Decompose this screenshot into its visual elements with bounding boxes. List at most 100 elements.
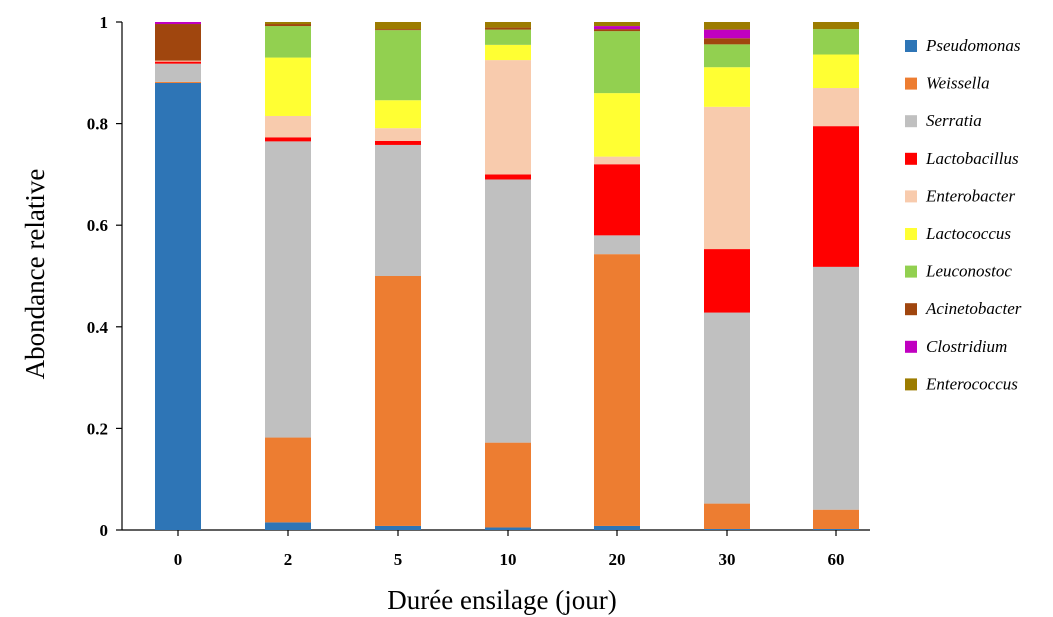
bar-segment [155,60,201,62]
bar-segment [704,503,750,529]
bar-segment [813,126,859,267]
legend-label: Serratia [926,111,982,130]
legend-swatch [905,152,917,165]
bar-segment [704,528,750,530]
bar-segment [155,81,201,83]
x-axis-title: Durée ensilage (jour) [387,585,616,615]
bar-segment [813,29,859,55]
bar-segment [594,156,640,165]
legend-label: Lactococcus [925,224,1011,243]
bar-segment [813,88,859,127]
bar-segment [594,235,640,255]
bar-segment [704,29,750,39]
bar-segment [485,44,531,61]
bar-segment [265,437,311,523]
x-tick-label: 30 [719,550,736,569]
bar-segment [485,29,531,45]
bar-segment [594,164,640,236]
bar-segment [485,442,531,528]
bar-segment [813,509,859,529]
legend-label: Acinetobacter [925,299,1022,318]
bar-segment [485,179,531,443]
bar-segment [375,140,421,145]
x-tick-label: 5 [394,550,403,569]
bar-segment [594,525,640,530]
bar-segment [704,44,750,68]
legend-swatch [905,340,917,353]
bar-segment [265,22,311,25]
bar-segment [594,93,640,157]
legend-label: Pseudomonas [925,36,1021,55]
plot-area: 00.20.40.60.810 2 5 10 20 30 60 [87,13,870,569]
y-tick-label: 1 [100,13,109,32]
bar-segment [813,266,859,510]
legend-swatch [905,265,917,278]
bar-segment [704,249,750,313]
bar-segment [375,128,421,141]
legend-swatch [905,40,917,52]
bar-segment [375,30,421,101]
bar-segment [375,29,421,31]
bar-segment [265,115,311,138]
bar-segment [375,276,421,526]
y-tick-label: 0.6 [87,216,108,235]
bar-segment [375,144,421,276]
bar-segment [155,24,201,61]
x-tick-label: 60 [828,550,845,569]
bar-segment [265,26,311,58]
y-tick-label: 0 [100,521,109,540]
bar-segment [375,100,421,129]
bar-segment [594,31,640,94]
x-tick-label: 10 [500,550,517,569]
bar-segment [594,26,640,30]
bar-segment [594,29,640,32]
bar-segment [375,525,421,530]
bar-segment [704,67,750,107]
y-axis-title: Abondance relative [20,169,50,380]
legend-label: Leuconostoc [925,262,1012,281]
bar-segment [704,38,750,45]
legend-label: Weissella [926,74,990,93]
legend-swatch [905,228,917,240]
bar-segment [265,141,311,438]
legend: Pseudomonas Weissella Serratia Lactobacillu… [905,36,1022,393]
bar-segment [594,254,640,526]
bar-segment [704,312,750,504]
legend-label: Clostridium [926,337,1007,356]
bar-segment [265,522,311,530]
bar-segment [375,22,421,30]
y-tick-label: 0.4 [87,318,109,337]
bar-segment [485,27,531,30]
bar-segment [265,137,311,142]
y-tick-label: 0.8 [87,115,108,134]
bar-segment [704,106,750,250]
bar-segment [485,527,531,530]
bar-segment [813,22,859,30]
legend-label: Lactobacillus [925,149,1019,168]
bar-segment [813,54,859,89]
y-tick-label: 0.2 [87,419,108,438]
legend-swatch [905,378,917,391]
x-tick-label: 0 [174,550,183,569]
bar-segment [485,22,531,28]
bar-segment [265,24,311,27]
y-axis-title-group: Abondance relative [20,169,50,380]
bar-segment [485,174,531,180]
bar-segment [155,63,201,82]
bar-segment [155,82,201,531]
legend-swatch [905,115,917,128]
legend-swatch [905,77,917,90]
bar-segment [594,22,640,27]
bar-segment [813,528,859,530]
bar-segment [704,22,750,30]
bar-segment [485,60,531,175]
legend-swatch [905,190,917,203]
x-tick-label: 2 [284,550,293,569]
bar-segment [155,61,201,64]
x-tick-label: 20 [609,550,626,569]
bar-segment [265,57,311,116]
bar-segment [155,22,201,25]
legend-swatch [905,303,917,316]
legend-label: Enterobacter [925,186,1015,205]
